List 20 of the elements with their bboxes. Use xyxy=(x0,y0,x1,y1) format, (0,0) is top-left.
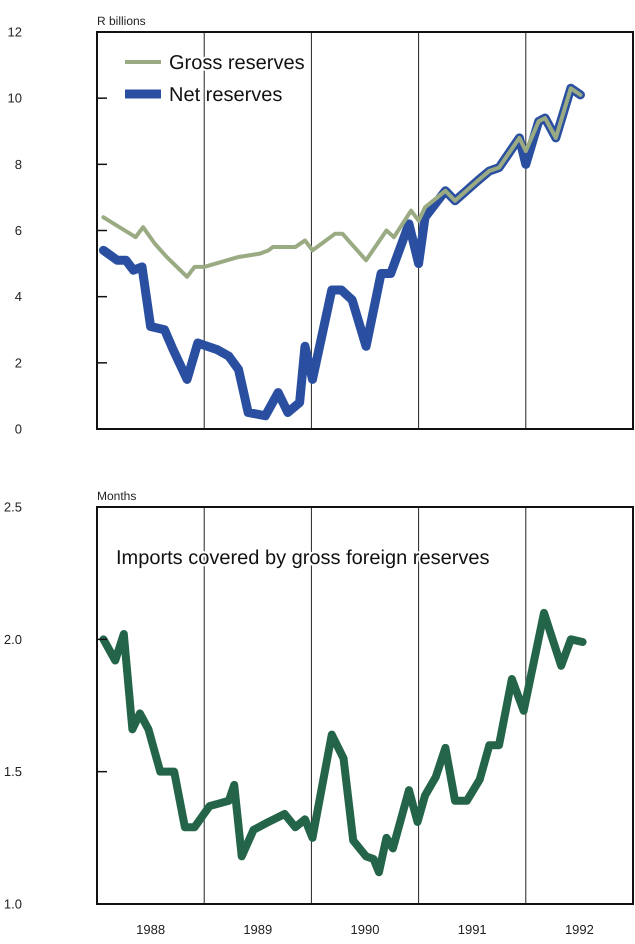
x-tick-label: 1988 xyxy=(136,922,166,937)
line-series xyxy=(101,86,582,279)
y-tick-label: 4 xyxy=(14,289,22,304)
x-tick-label: 1992 xyxy=(564,922,594,937)
y-tick-label: 2.5 xyxy=(4,500,22,515)
y-tick-label: 8 xyxy=(14,156,22,172)
y-axis-title: R billions xyxy=(97,14,146,28)
y-tick-label: 1.0 xyxy=(4,896,22,912)
y-tick-label: 2.0 xyxy=(4,632,22,647)
x-tick-label: 1991 xyxy=(458,922,487,937)
y-tick-label: 10 xyxy=(8,90,22,106)
y-tick-label: 2 xyxy=(14,355,22,370)
x-tick-label: 1990 xyxy=(350,922,380,937)
y-tick-label: 1.5 xyxy=(4,764,22,780)
y-tick-label: 0 xyxy=(14,422,22,437)
legend-label: Net reserves xyxy=(169,84,282,106)
y-tick-label: 12 xyxy=(8,24,22,40)
y-tick-label: 6 xyxy=(14,223,22,238)
x-tick-label: 1989 xyxy=(243,922,272,937)
y-axis-title: Months xyxy=(97,489,136,503)
